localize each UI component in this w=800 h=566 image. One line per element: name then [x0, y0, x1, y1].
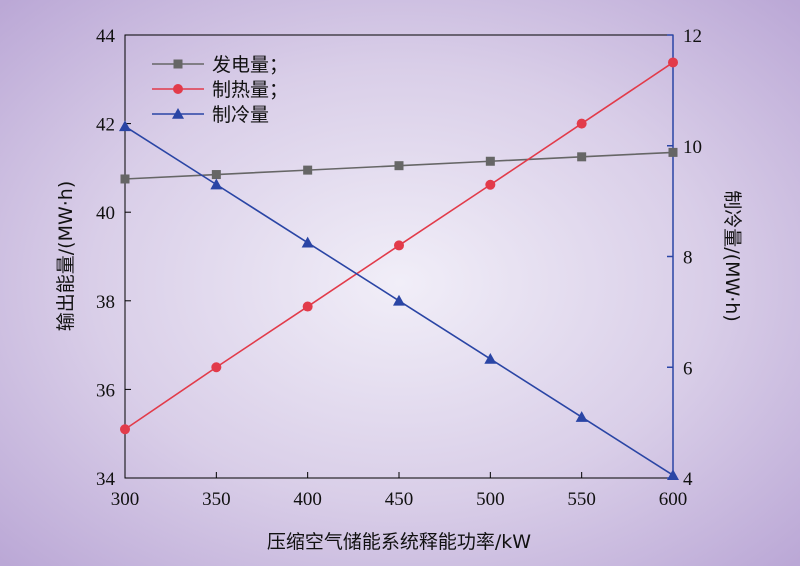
series-circle: [120, 57, 678, 435]
series-triangle: [119, 120, 679, 481]
legend-item: 发电量；: [152, 54, 288, 76]
data-point-square: [485, 156, 495, 166]
data-point-circle: [485, 179, 496, 190]
right-y-tick-label: 12: [683, 26, 702, 47]
data-point-square: [668, 147, 678, 157]
data-point-triangle: [484, 352, 497, 364]
x-tick-label: 350: [202, 489, 231, 510]
x-tick-label: 450: [385, 489, 414, 510]
left-y-axis-title: 输出能量/(MW·h): [55, 181, 77, 332]
data-point-circle: [173, 84, 183, 94]
right-y-tick-label: 8: [683, 248, 693, 269]
data-point-square: [173, 59, 183, 69]
legend-label: 发电量；: [212, 54, 288, 76]
data-point-circle: [394, 240, 404, 251]
data-point-square: [394, 161, 404, 171]
right-y-axis: 4 6 8 10 12: [667, 26, 702, 490]
left-y-tick-label: 38: [96, 292, 115, 313]
x-tick-label: 300: [111, 489, 140, 510]
data-point-circle: [302, 301, 313, 312]
data-point-triangle: [667, 469, 679, 481]
right-y-axis-title: 制冷量/(MW·h): [721, 190, 743, 322]
x-axis: 300 350 400 450 500 550 600: [111, 472, 688, 510]
x-tick-label: 400: [293, 489, 322, 510]
data-point-triangle: [119, 120, 131, 132]
right-y-tick-label: 4: [683, 469, 693, 490]
data-point-triangle: [172, 108, 184, 119]
series-layer: [119, 57, 679, 481]
data-point-triangle: [393, 294, 405, 306]
legend-item: 制冷量: [152, 104, 269, 126]
legend-label: 制热量；: [212, 79, 288, 101]
x-tick-label: 500: [476, 489, 505, 510]
left-y-tick-label: 40: [96, 203, 115, 224]
right-y-tick-label: 10: [683, 137, 702, 158]
data-point-circle: [668, 57, 678, 68]
series-square: [120, 147, 678, 184]
right-y-tick-label: 6: [683, 358, 693, 379]
data-point-circle: [211, 362, 222, 373]
data-point-square: [577, 152, 587, 162]
left-y-tick-label: 34: [96, 469, 116, 490]
legend: 发电量； 制热量； 制冷量: [152, 54, 288, 126]
data-point-circle: [120, 424, 130, 435]
data-point-square: [303, 165, 313, 175]
left-y-tick-label: 44: [96, 26, 116, 47]
x-tick-label: 550: [567, 489, 596, 510]
x-axis-title: 压缩空气储能系统释能功率/kW: [267, 531, 531, 553]
legend-label: 制冷量: [212, 104, 269, 126]
x-tick-label: 600: [659, 489, 688, 510]
data-point-square: [211, 170, 221, 180]
data-point-triangle: [575, 411, 588, 422]
data-point-triangle: [210, 178, 223, 190]
data-point-circle: [576, 118, 587, 129]
data-point-square: [120, 174, 130, 184]
left-y-tick-label: 42: [96, 115, 115, 136]
data-point-triangle: [301, 236, 314, 248]
left-y-tick-label: 36: [96, 380, 115, 401]
left-y-axis: 34 36 38 40 42 44: [96, 26, 131, 490]
legend-item: 制热量；: [152, 79, 288, 101]
